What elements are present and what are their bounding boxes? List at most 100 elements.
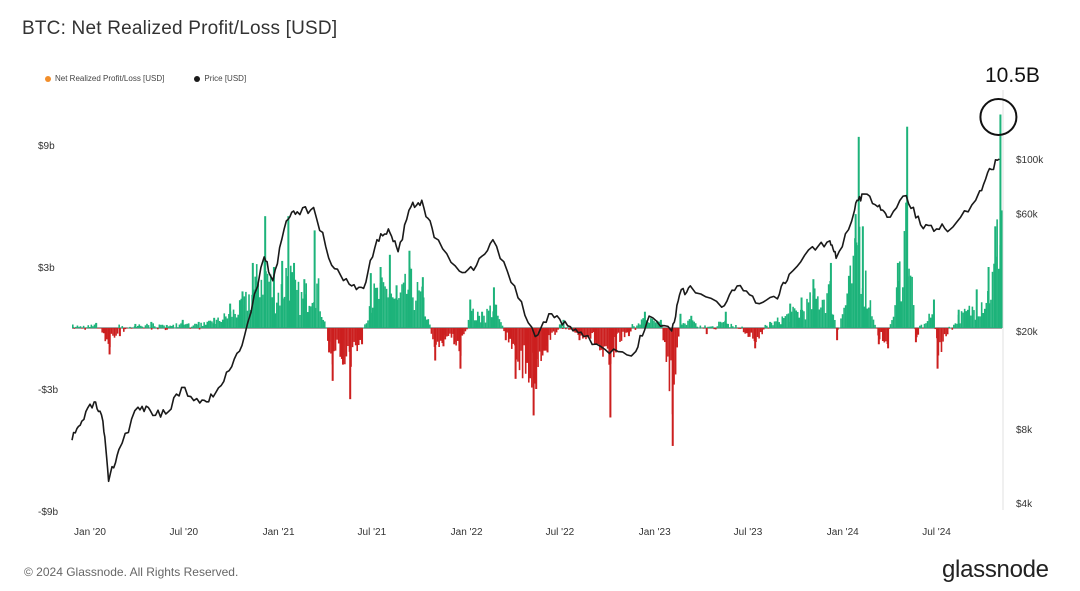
npl-bar xyxy=(180,323,182,328)
npl-bar xyxy=(85,327,88,328)
npl-spike xyxy=(150,321,153,328)
npl-bar xyxy=(381,277,383,328)
npl-bar xyxy=(834,319,836,328)
npl-spike xyxy=(887,328,890,349)
npl-bar xyxy=(439,328,442,341)
npl-bar xyxy=(266,273,269,328)
npl-spike xyxy=(251,262,254,328)
npl-bar xyxy=(299,314,301,328)
npl-bar xyxy=(711,326,714,328)
npl-bar xyxy=(555,328,558,333)
npl-bar xyxy=(971,306,974,328)
y-right-tick-label: $8k xyxy=(1016,425,1033,436)
npl-spike xyxy=(264,216,267,328)
npl-spike xyxy=(421,277,424,328)
npl-bar xyxy=(696,326,699,328)
npl-bar xyxy=(544,328,547,351)
npl-bar xyxy=(548,328,550,336)
npl-bar xyxy=(441,328,444,344)
npl-bar xyxy=(592,328,595,333)
npl-bar xyxy=(291,272,294,328)
npl-spike xyxy=(593,328,596,345)
npl-bar xyxy=(786,314,788,328)
npl-bar xyxy=(475,320,478,328)
npl-bar xyxy=(965,311,968,328)
npl-bar xyxy=(164,328,167,331)
npl-bar xyxy=(694,323,697,328)
npl-bar xyxy=(722,322,725,328)
npl-bar xyxy=(702,328,705,329)
npl-bar xyxy=(735,325,737,328)
npl-bar xyxy=(323,321,326,328)
npl-bar xyxy=(640,319,643,328)
npl-spike xyxy=(789,303,792,328)
y-left-tick-label: $9b xyxy=(38,141,55,152)
npl-bar xyxy=(1000,210,1003,328)
npl-bar xyxy=(306,312,309,328)
legend-item-npl[interactable]: Net Realized Profit/Loss [USD] xyxy=(45,74,164,83)
npl-bar xyxy=(262,294,264,328)
npl-spike xyxy=(459,328,462,369)
npl-bar xyxy=(759,328,762,333)
npl-bar xyxy=(647,322,649,328)
brand-logo[interactable]: glassnode xyxy=(942,556,1049,583)
npl-bar xyxy=(183,324,185,328)
npl-bar xyxy=(923,323,926,328)
npl-bar xyxy=(221,319,224,328)
npl-spike xyxy=(331,328,334,381)
npl-bar xyxy=(770,322,773,328)
npl-bar xyxy=(255,264,258,328)
npl-bar xyxy=(674,328,677,375)
npl-bar xyxy=(158,324,161,328)
npl-spike xyxy=(836,328,839,341)
npl-bar xyxy=(633,326,635,328)
npl-bar xyxy=(418,290,420,328)
npl-bar xyxy=(172,324,175,328)
npl-bar xyxy=(885,328,887,342)
npl-bar xyxy=(926,321,929,328)
npl-bar xyxy=(778,322,780,328)
legend-item-price[interactable]: Price [USD] xyxy=(194,74,246,83)
npl-bar xyxy=(745,328,748,334)
npl-spike xyxy=(857,136,860,328)
npl-bar xyxy=(467,319,470,328)
npl-bar xyxy=(163,325,165,328)
npl-bar xyxy=(991,271,994,328)
npl-bar xyxy=(129,326,131,328)
npl-bar xyxy=(152,323,154,328)
npl-bar xyxy=(673,328,675,385)
npl-bar xyxy=(490,317,493,328)
npl-bar xyxy=(651,318,654,328)
npl-bar xyxy=(167,326,170,328)
npl-bar xyxy=(446,328,448,337)
npl-bar xyxy=(900,301,903,328)
npl-spike xyxy=(134,323,137,328)
npl-spike xyxy=(994,226,997,328)
npl-bar xyxy=(912,305,915,328)
npl-bar xyxy=(840,318,842,328)
npl-bar xyxy=(425,319,428,328)
npl-bar xyxy=(796,311,799,328)
npl-bar xyxy=(194,323,196,328)
npl-bar xyxy=(232,309,235,328)
npl-bar xyxy=(953,324,955,328)
npl-spike xyxy=(408,250,411,328)
npl-bar xyxy=(983,308,986,328)
npl-bar xyxy=(344,328,346,365)
npl-bar xyxy=(226,318,229,328)
npl-bar xyxy=(235,317,238,328)
npl-bar xyxy=(73,328,76,329)
npl-bar xyxy=(894,305,896,328)
npl-bar xyxy=(880,328,883,332)
npl-spike xyxy=(609,328,612,418)
npl-bar xyxy=(177,327,179,328)
npl-bar xyxy=(410,268,413,328)
npl-bar xyxy=(868,307,870,328)
npl-bar xyxy=(758,328,760,339)
npl-bar xyxy=(143,328,145,329)
copyright-text: © 2024 Glassnode. All Rights Reserved. xyxy=(24,565,239,579)
npl-bar xyxy=(551,328,553,333)
npl-bar xyxy=(225,316,227,328)
npl-bar xyxy=(586,328,589,338)
npl-bar xyxy=(228,314,230,328)
